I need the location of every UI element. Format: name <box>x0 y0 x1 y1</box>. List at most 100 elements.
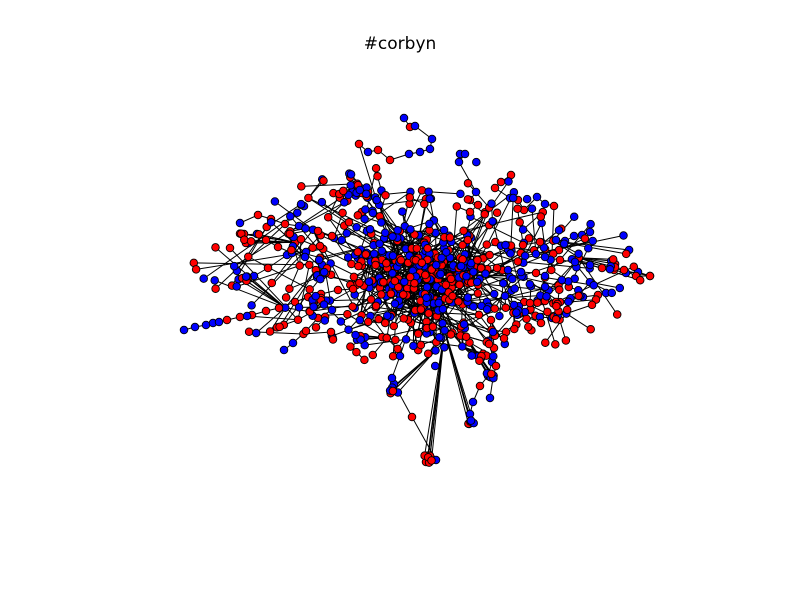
graph-node-red <box>416 340 426 350</box>
graph-node-blue <box>454 157 464 167</box>
graph-edge <box>321 201 350 223</box>
graph-node-blue <box>369 249 379 258</box>
graph-node-blue <box>488 217 497 226</box>
graph-edge <box>566 313 591 330</box>
graph-node-red <box>222 315 232 325</box>
graph-node-blue <box>395 351 405 361</box>
graph-node-red <box>349 272 359 282</box>
graph-node-blue <box>585 260 595 270</box>
graph-node-red <box>263 263 273 273</box>
graph-node-blue <box>469 302 478 311</box>
graph-edge <box>246 280 286 309</box>
graph-node-red <box>274 303 284 313</box>
graph-node-blue <box>540 271 550 281</box>
graph-node-blue <box>456 261 466 271</box>
graph-node-red <box>348 284 358 294</box>
graph-node-red <box>296 234 306 244</box>
graph-node-blue <box>564 297 573 307</box>
graph-node-blue <box>570 257 580 267</box>
graph-node-red <box>561 336 571 345</box>
graph-node-red <box>281 293 291 302</box>
graph-node-blue <box>540 199 550 209</box>
graph-node-red <box>285 284 294 293</box>
graph-edge <box>431 330 446 461</box>
graph-node-red <box>555 255 565 265</box>
graph-node-blue <box>586 219 595 229</box>
graph-node-blue <box>383 311 392 320</box>
graph-edge <box>467 182 490 208</box>
graph-node-red <box>476 263 486 273</box>
graph-node-blue <box>422 293 431 302</box>
graph-node-blue <box>424 187 433 196</box>
graph-node-blue <box>508 274 517 284</box>
graph-node-red <box>327 231 337 241</box>
graph-node-red <box>428 322 438 331</box>
graph-node-blue <box>346 180 355 190</box>
graph-node-red <box>191 265 201 274</box>
graph-node-red <box>463 195 473 204</box>
graph-node-red <box>416 305 426 314</box>
graph-node-red <box>360 355 369 365</box>
node-layer <box>179 113 655 467</box>
graph-node-blue <box>342 228 352 238</box>
graph-node-red <box>473 289 483 298</box>
graph-node-blue <box>293 208 302 218</box>
graph-node-blue <box>415 147 425 157</box>
graph-node-red <box>253 210 263 220</box>
graph-node-red <box>452 202 462 211</box>
graph-node-red <box>347 259 356 269</box>
graph-node-blue <box>340 198 349 207</box>
graph-node-blue <box>365 225 375 234</box>
graph-node-blue <box>440 326 449 335</box>
graph-node-blue <box>489 352 498 361</box>
graph-node-red <box>552 301 561 311</box>
graph-node-blue <box>316 274 325 284</box>
graph-node-red <box>211 284 220 293</box>
graph-node-red <box>352 347 361 357</box>
graph-node-blue <box>542 292 551 301</box>
graph-node-blue <box>327 305 337 315</box>
graph-node-red <box>463 179 473 188</box>
graph-node-red <box>295 261 304 270</box>
graph-node-red <box>399 290 408 299</box>
graph-node-blue <box>438 304 448 314</box>
graph-node-blue <box>286 211 295 221</box>
graph-node-red <box>486 315 496 325</box>
graph-node-red <box>371 260 380 270</box>
graph-node-blue <box>438 319 447 328</box>
graph-node-blue <box>472 157 481 167</box>
graph-node-red <box>297 182 306 191</box>
graph-node-red <box>475 381 485 391</box>
graph-node-red <box>371 301 381 311</box>
graph-node-blue <box>390 299 400 309</box>
graph-node-blue <box>607 288 617 298</box>
graph-node-red <box>339 186 348 196</box>
graph-node-red <box>261 306 271 316</box>
graph-node-blue <box>351 330 360 340</box>
graph-edge <box>578 257 618 315</box>
graph-node-blue <box>539 243 549 252</box>
graph-node-red <box>580 234 590 243</box>
graph-node-red <box>405 193 415 202</box>
graph-node-blue <box>506 249 515 258</box>
graph-edge <box>427 330 446 458</box>
graph-node-red <box>491 361 501 371</box>
graph-node-red <box>513 257 523 266</box>
graph-edge <box>270 221 326 272</box>
graph-node-red <box>235 312 245 322</box>
graph-node-blue <box>362 189 371 199</box>
graph-edge <box>524 222 543 257</box>
graph-node-blue <box>251 328 261 338</box>
graph-node-blue <box>352 222 361 232</box>
graph-node-blue <box>516 267 526 277</box>
graph-node-red <box>461 332 471 341</box>
graph-node-red <box>522 314 531 324</box>
graph-node-red <box>368 350 378 360</box>
graph-node-blue <box>481 269 490 278</box>
graph-node-red <box>645 271 655 281</box>
graph-node-blue <box>311 291 320 301</box>
graph-node-red <box>480 209 489 219</box>
graph-node-red <box>363 317 373 327</box>
graph-node-blue <box>241 272 251 281</box>
graph-node-red <box>305 260 314 270</box>
